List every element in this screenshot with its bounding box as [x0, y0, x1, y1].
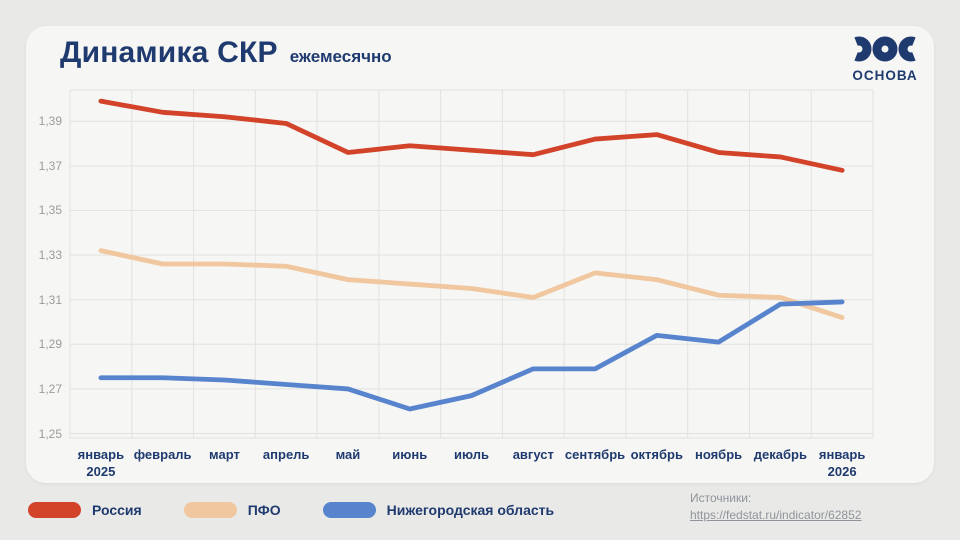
x-tick-label: май — [335, 447, 361, 462]
x-tick-label: сентябрь — [564, 447, 626, 462]
series-line-0 — [98, 98, 845, 173]
y-tick-label: 1,25 — [38, 426, 62, 441]
y-tick-label: 1,27 — [38, 381, 62, 396]
legend-label-0: Россия — [92, 502, 142, 518]
y-tick-label: 1,37 — [38, 158, 62, 173]
x-tick-label: март — [209, 447, 240, 462]
y-tick-label: 1,39 — [38, 114, 62, 129]
series-line-1 — [98, 248, 845, 320]
y-tick-label: 1,33 — [38, 248, 62, 263]
x-tick-label: июнь — [392, 447, 428, 462]
brand-logo: ОСНОВА — [845, 36, 925, 83]
x-tick-label: февраль — [133, 447, 192, 462]
legend-label-2: Нижегородская область — [386, 502, 555, 518]
chart-card — [26, 26, 934, 483]
chart-header: Динамика СКР ежемесячно — [60, 36, 392, 70]
x-tick-label: ноябрь — [694, 447, 743, 462]
source-link[interactable]: https://fedstat.ru/indicator/62852 — [690, 508, 862, 522]
x-tick-label: январь 2025 — [65, 446, 137, 480]
x-tick-year: 2026 — [827, 464, 857, 479]
y-tick-label: 1,31 — [38, 292, 62, 307]
chart-legend: Россия ПФО Нижегородская область — [28, 502, 554, 518]
sources-block: Источники: https://fedstat.ru/indicator/… — [690, 490, 861, 524]
y-tick-label: 1,29 — [38, 337, 62, 352]
legend-swatch-2 — [322, 502, 376, 518]
sources-label: Источники: — [690, 491, 752, 505]
y-tick-label: 1,35 — [38, 203, 62, 218]
page-title: Динамика СКР — [60, 36, 278, 69]
legend-item-2: Нижегородская область — [322, 502, 555, 518]
legend-swatch-1 — [183, 502, 237, 518]
x-tick-label: август — [512, 447, 554, 462]
x-tick-year: 2025 — [86, 464, 116, 479]
legend-label-1: ПФО — [247, 502, 281, 518]
x-tick-label: июль — [453, 447, 490, 462]
legend-item-0: Россия — [28, 502, 142, 518]
x-tick-label: октябрь — [630, 447, 683, 462]
brand-logo-text: ОСНОВА — [852, 68, 918, 83]
legend-item-1: ПФО — [183, 502, 281, 518]
x-tick-label: апрель — [262, 447, 310, 462]
x-tick-label: декабрь — [753, 447, 807, 462]
x-tick-label: январь 2026 — [806, 446, 878, 480]
osnova-logo-icon — [846, 36, 924, 62]
page-subtitle: ежемесячно — [289, 47, 392, 66]
series-line-2 — [98, 299, 845, 412]
legend-swatch-0 — [28, 502, 81, 518]
